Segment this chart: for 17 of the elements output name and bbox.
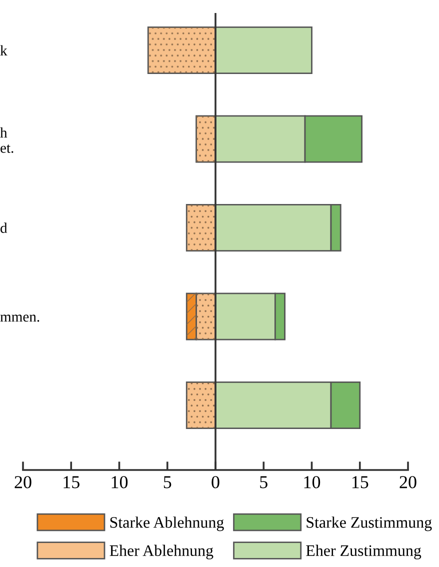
y-tick-label: d xyxy=(0,222,8,233)
legend-label: Starke Zustimmung xyxy=(306,516,432,532)
legend-label: Eher Zustimmung xyxy=(306,544,422,560)
x-tick-label: 15 xyxy=(352,476,368,488)
x-tick-label: 0 xyxy=(212,476,220,488)
y-tick-label: mmen. xyxy=(0,314,40,322)
x-tick-label: 10 xyxy=(304,476,320,488)
legend-label: Eher Ablehnung xyxy=(110,544,214,560)
x-tick-label: 20 xyxy=(400,476,416,488)
x-tick-label: 5 xyxy=(164,476,172,488)
x-tick-label: 15 xyxy=(64,476,80,488)
x-tick-label: 10 xyxy=(112,476,128,488)
x-tick-label: 5 xyxy=(260,476,268,488)
y-tick-label: k xyxy=(0,45,8,56)
x-tick-label: 20 xyxy=(14,476,32,488)
legend-label: Starke Ablehnung xyxy=(110,516,224,532)
y-tick-label: h et. xyxy=(0,127,14,153)
